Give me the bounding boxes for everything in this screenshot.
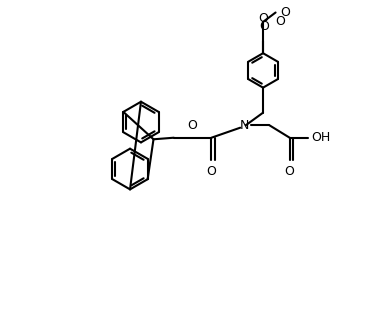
- Text: O: O: [187, 119, 197, 132]
- Text: OH: OH: [311, 131, 330, 144]
- Text: O: O: [280, 6, 290, 19]
- Text: O: O: [275, 14, 285, 28]
- Text: O: O: [259, 20, 269, 33]
- Text: N: N: [240, 119, 249, 132]
- Text: O: O: [207, 165, 216, 178]
- Text: O: O: [258, 12, 268, 25]
- Text: O: O: [285, 165, 294, 178]
